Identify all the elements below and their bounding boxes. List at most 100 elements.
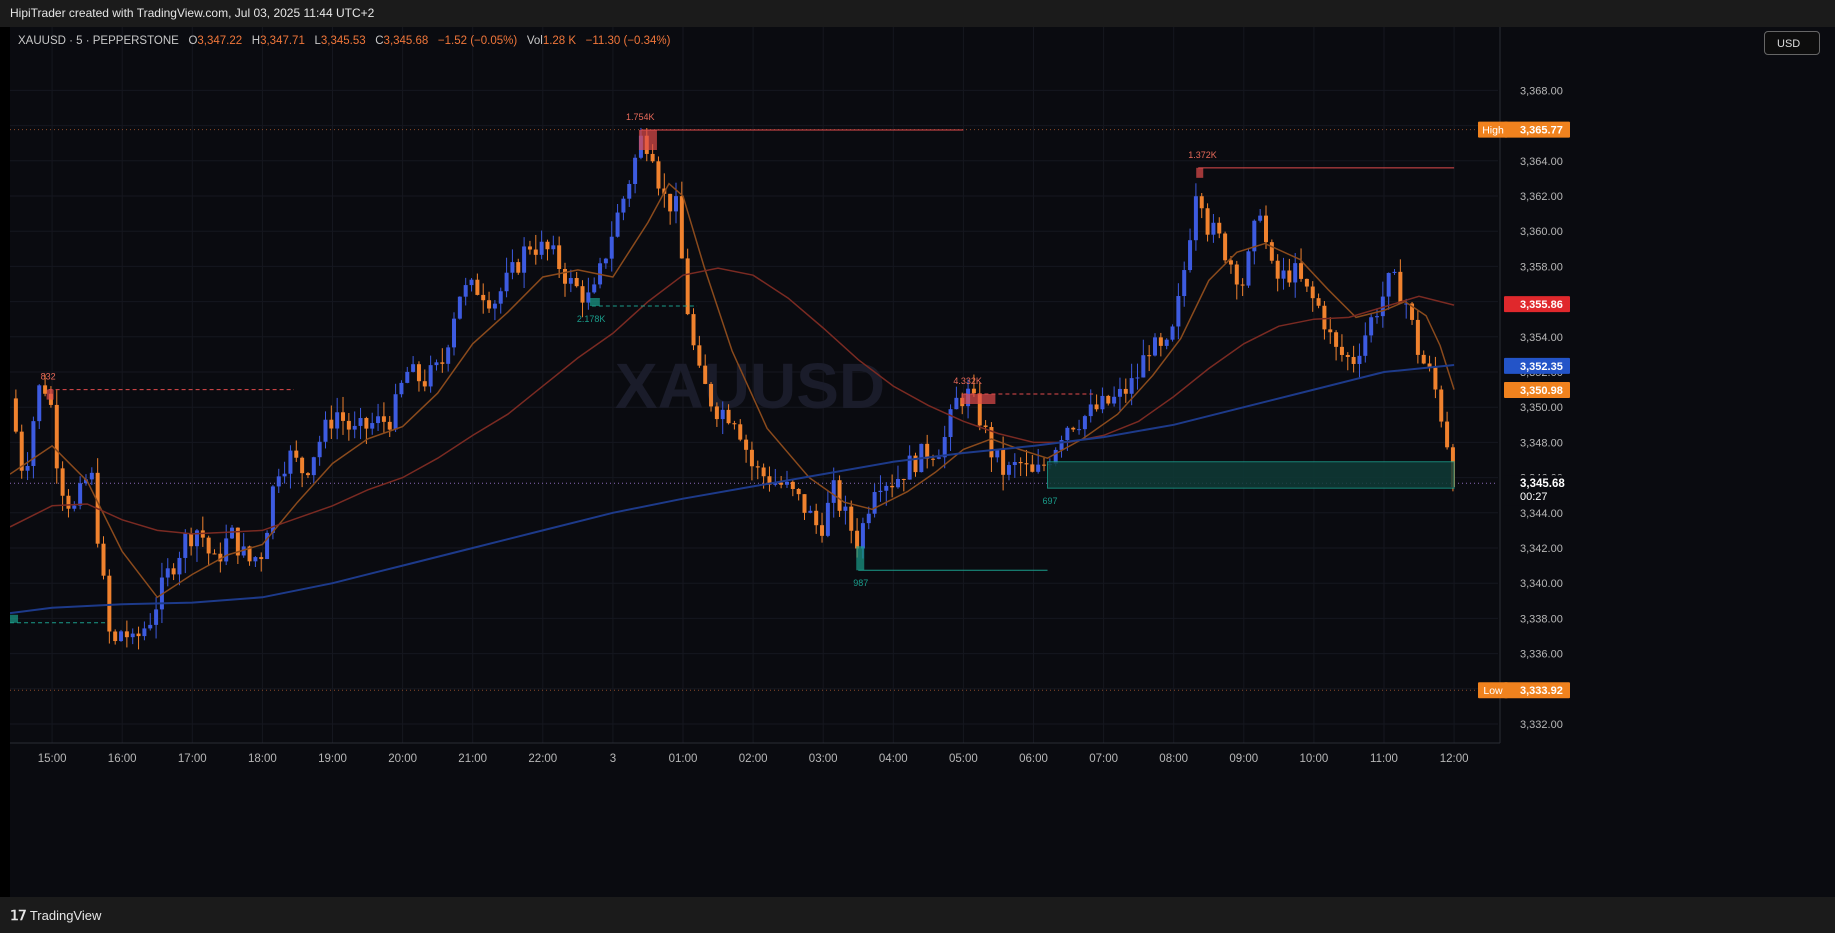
candle-body — [603, 258, 608, 264]
candle-body — [481, 294, 486, 301]
x-tick-label: 18:00 — [248, 753, 277, 765]
candle-body — [1223, 233, 1228, 261]
candle-body — [1299, 263, 1304, 279]
candle-body — [592, 284, 597, 293]
x-tick-label: 11:00 — [1370, 753, 1398, 765]
price-chart[interactable]: XAUUSD 832 1.754K 4.332K 1.372K 2.178K 987 697 3… — [10, 27, 1835, 897]
candle-body — [726, 409, 731, 424]
legend-close-label: C — [375, 35, 384, 47]
candle-body — [224, 538, 229, 562]
candle-body — [329, 419, 334, 429]
candle-body — [1328, 329, 1333, 333]
tradingview-logo[interactable]: 𝟣𝟩 TradingView — [10, 907, 101, 924]
candle-body — [230, 527, 235, 539]
candle-body — [849, 506, 854, 531]
x-tick-label: 07:00 — [1089, 753, 1118, 765]
last-price-box — [1504, 475, 1570, 506]
legend-high-label: H — [251, 35, 261, 47]
y-tick-label: 3,364.00 — [1520, 156, 1563, 168]
candle-body — [650, 153, 655, 162]
candle-body — [679, 196, 684, 259]
y-tick-label: 3,342.00 — [1520, 543, 1563, 555]
candle-body — [1030, 464, 1035, 472]
candle-body — [1164, 339, 1169, 346]
candle-body — [1240, 284, 1245, 286]
chart-title: HipiTrader created with TradingView.com,… — [10, 6, 375, 20]
candle-body — [1415, 319, 1420, 355]
candle-body — [475, 279, 480, 295]
candle-body — [802, 494, 807, 513]
candle-body — [773, 482, 778, 485]
candle-body — [1176, 296, 1181, 327]
symbol-legend: XAUUSD · 5 · PEPPERSTONE O3,347.22 H3,34… — [18, 35, 671, 47]
candle-body — [1018, 462, 1023, 464]
candle-body — [1263, 215, 1268, 243]
candle-body — [1228, 260, 1233, 265]
candle-body — [78, 483, 83, 506]
candle-body — [235, 527, 240, 556]
candle-body — [294, 450, 299, 458]
candle-body — [1433, 367, 1438, 390]
countdown-label: 00:27 — [1520, 491, 1548, 503]
candle-body — [487, 300, 492, 309]
candle-body — [1123, 388, 1128, 394]
currency-label: USD — [1777, 38, 1801, 50]
candle-body — [925, 443, 930, 459]
price-label-box — [1504, 357, 1570, 374]
x-tick-label: 05:00 — [949, 753, 978, 765]
candle-body — [206, 537, 211, 554]
legend-symbol[interactable]: XAUUSD · 5 · PEPPERSTONE — [18, 35, 179, 47]
candle-body — [656, 161, 661, 189]
demand-zone-block — [589, 298, 600, 306]
candle-body — [1334, 332, 1339, 347]
candle-body — [814, 510, 819, 526]
candle-body — [457, 296, 462, 319]
candle-body — [557, 245, 562, 269]
currency-button[interactable]: USD — [1764, 31, 1820, 55]
candle-body — [1088, 404, 1093, 417]
candle-body — [19, 431, 24, 471]
demand-zone-box — [1047, 461, 1455, 489]
legend-low: 3,345.53 — [320, 35, 366, 47]
demand-zone-label: 2.178K — [577, 314, 606, 324]
candle-body — [609, 236, 614, 259]
x-tick-label: 06:00 — [1019, 753, 1048, 765]
y-tick-label: 3,368.00 — [1520, 85, 1563, 97]
candle-body — [1193, 196, 1198, 241]
candle-body — [1117, 388, 1122, 397]
candle-body — [1071, 427, 1076, 430]
ema-line-3 — [10, 364, 1455, 615]
chart-area[interactable]: XAUUSD 832 1.754K 4.332K 1.372K 2.178K 987 697 3… — [10, 27, 1835, 897]
candle-body — [113, 631, 118, 642]
candle-body — [907, 455, 912, 480]
candle-body — [615, 212, 620, 237]
candle-body — [183, 533, 188, 558]
candle-body — [1380, 296, 1385, 317]
price-label-box — [1504, 381, 1570, 398]
x-tick-label: 17:00 — [178, 753, 207, 765]
candle-body — [1310, 286, 1315, 299]
candle-body — [954, 397, 959, 410]
y-tick-label: 3,360.00 — [1520, 226, 1563, 238]
last-price-label: 3,345.68 — [1520, 478, 1565, 490]
candle-body — [1404, 303, 1409, 305]
legend-low-label: L — [314, 35, 321, 47]
candle-body — [516, 262, 521, 273]
candle-body — [165, 568, 170, 578]
candle-body — [323, 419, 328, 442]
candle-body — [1427, 363, 1432, 368]
candle-body — [504, 272, 509, 292]
candle-body — [691, 314, 696, 346]
legend-close: 3,345.68 — [383, 35, 429, 47]
y-tick-label: 3,340.00 — [1520, 578, 1563, 590]
price-tag-label: High — [1482, 125, 1504, 137]
candle-body — [241, 546, 246, 556]
candle-body — [1012, 462, 1017, 466]
candle-body — [913, 455, 918, 473]
candle-body — [510, 262, 515, 273]
candle-body — [866, 513, 871, 524]
candle-body — [1345, 354, 1350, 357]
candle-body — [825, 502, 830, 536]
candle-body — [790, 481, 795, 489]
candle-body — [720, 409, 725, 420]
